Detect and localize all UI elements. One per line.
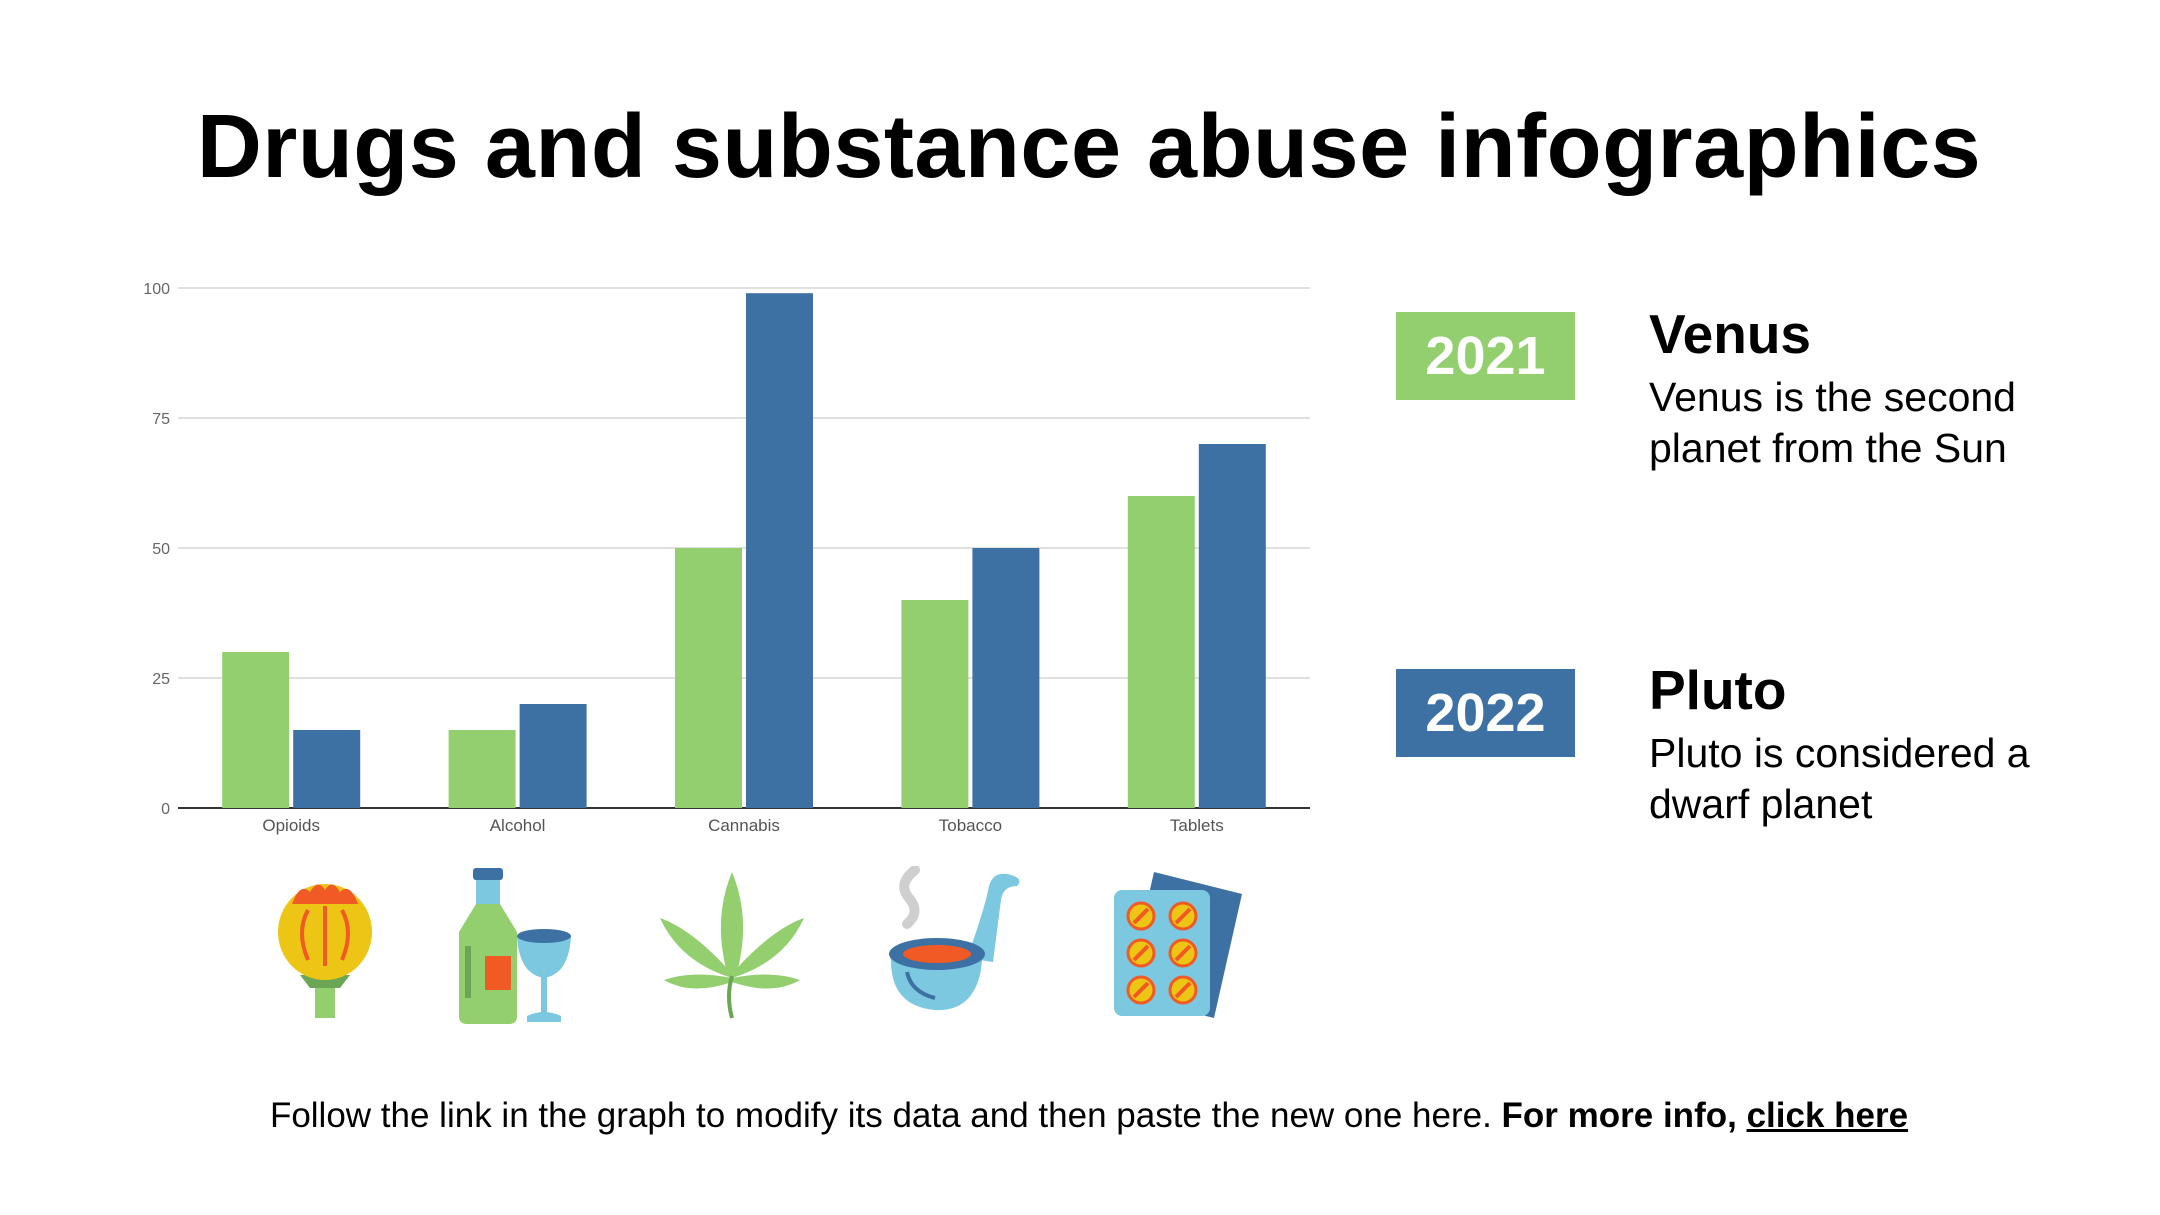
bar-alcohol-2021 — [448, 730, 516, 808]
poppy-icon — [278, 884, 372, 1018]
y-tick-label: 0 — [161, 801, 170, 818]
pill-blister-pack-icon — [1114, 872, 1242, 1018]
x-category-label: Cannabis — [708, 816, 780, 835]
bar-tablets-2021 — [1127, 496, 1195, 808]
legend-series-2-name: Pluto — [1649, 659, 1787, 721]
alcohol-bottle-glass-icon — [459, 868, 571, 1024]
x-category-label: Tablets — [1170, 816, 1224, 835]
y-tick-label: 100 — [143, 281, 170, 298]
bar-tobacco-2021 — [901, 600, 969, 808]
bar-tobacco-2022 — [972, 548, 1040, 808]
bar-cannabis-2021 — [675, 548, 742, 808]
legend-series-2-description: Pluto is considered a dwarf planet — [1649, 730, 2030, 827]
bar-opioids-2021 — [222, 652, 290, 808]
bar-opioids-2022 — [293, 730, 361, 808]
footer-text: Follow the link in the graph to modify i… — [269, 1096, 1492, 1135]
page-title: Drugs and substance abuse infographics — [196, 97, 1982, 197]
x-category-label: Tobacco — [939, 816, 1002, 835]
y-tick-label: 25 — [152, 671, 170, 688]
bar-alcohol-2022 — [519, 704, 587, 808]
legend-series-1-description: Venus is the second planet from the Sun — [1649, 374, 2016, 471]
legend-year-2021-badge: 2021 — [1396, 312, 1575, 400]
bar-cannabis-2022 — [746, 293, 813, 808]
y-tick-label: 75 — [152, 411, 170, 428]
y-tick-label: 50 — [152, 541, 170, 558]
legend-series-1-name: Venus — [1649, 303, 1812, 365]
cannabis-leaf-icon — [660, 872, 804, 1019]
bar-tablets-2022 — [1198, 444, 1266, 808]
legend-year-2022-badge: 2022 — [1396, 669, 1575, 757]
x-category-label: Alcohol — [490, 816, 546, 835]
footer-bold-text: For more info, — [1501, 1096, 1737, 1135]
click-here-link[interactable]: click here — [1746, 1096, 1909, 1135]
smoking-pipe-icon — [889, 866, 1020, 1011]
x-category-label: Opioids — [262, 816, 320, 835]
bar-chart: 0 25 50 75 100 Opioids Alcohol Cannabis Tobacco T… — [143, 281, 1310, 835]
footer-note: Follow the link in the graph to modify i… — [0, 1094, 2160, 1138]
